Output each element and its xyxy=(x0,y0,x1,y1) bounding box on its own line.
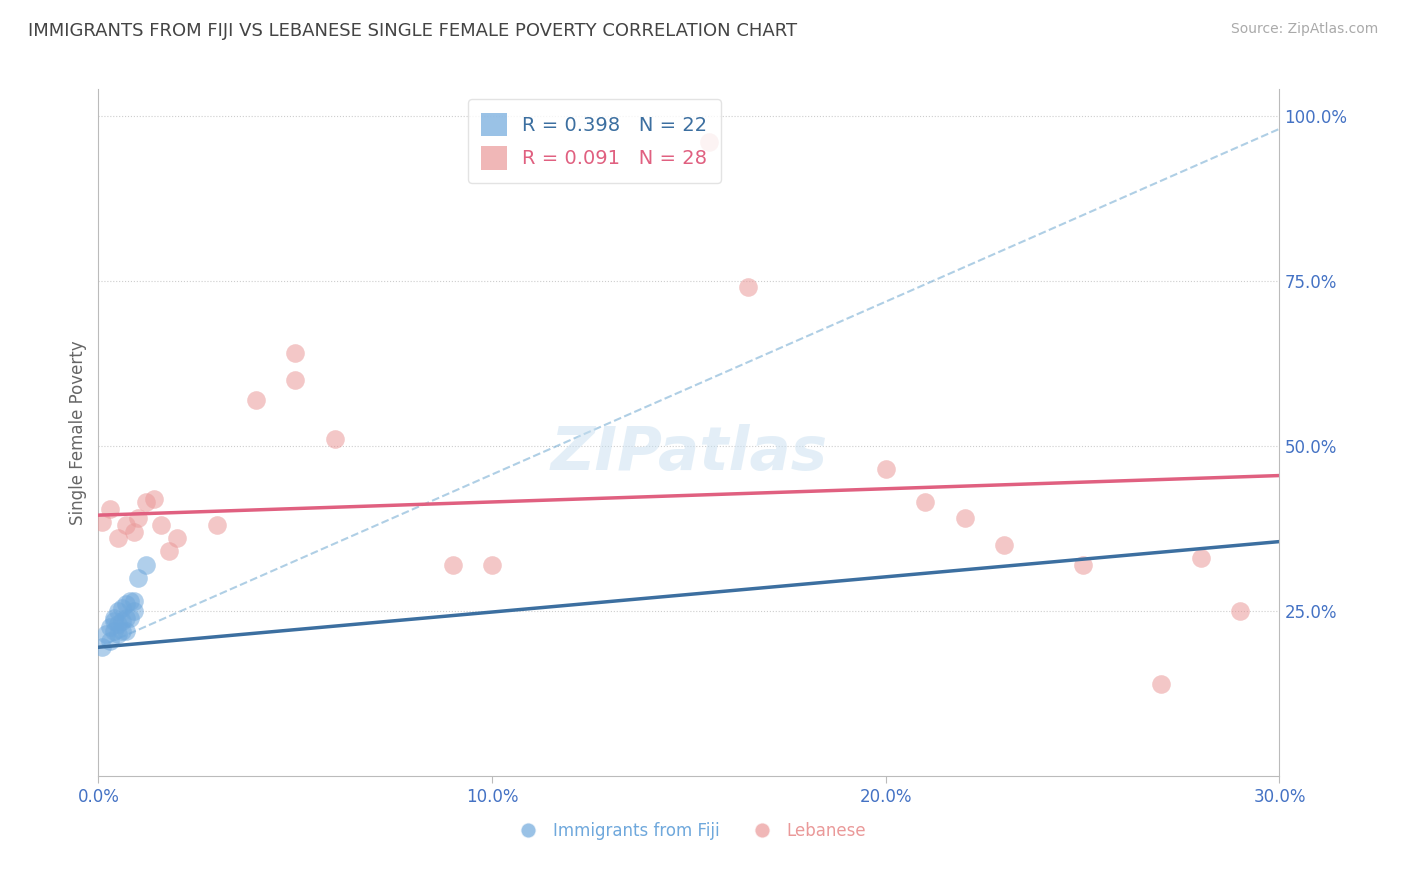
Point xyxy=(107,627,129,641)
Point xyxy=(122,594,145,608)
Point xyxy=(157,544,180,558)
Point xyxy=(284,346,307,360)
Point xyxy=(205,518,228,533)
Point xyxy=(107,617,129,632)
Point xyxy=(1189,551,1212,566)
Point xyxy=(135,558,157,572)
Point xyxy=(481,558,503,572)
Point xyxy=(953,511,976,525)
Text: IMMIGRANTS FROM FIJI VS LEBANESE SINGLE FEMALE POVERTY CORRELATION CHART: IMMIGRANTS FROM FIJI VS LEBANESE SINGLE … xyxy=(28,22,797,40)
Point xyxy=(875,462,897,476)
Point xyxy=(135,495,157,509)
Point xyxy=(103,624,125,638)
Point xyxy=(103,614,125,628)
Point xyxy=(111,614,134,628)
Point xyxy=(323,432,346,446)
Point xyxy=(993,538,1015,552)
Point xyxy=(111,624,134,638)
Text: ZIPatlas: ZIPatlas xyxy=(550,424,828,483)
Point xyxy=(697,135,720,149)
Point xyxy=(115,610,138,624)
Point xyxy=(98,620,121,634)
Point xyxy=(127,571,149,585)
Point xyxy=(115,598,138,612)
Point xyxy=(737,280,759,294)
Y-axis label: Single Female Poverty: Single Female Poverty xyxy=(69,341,87,524)
Point xyxy=(166,531,188,545)
Point xyxy=(111,600,134,615)
Point xyxy=(284,373,307,387)
Point xyxy=(1150,676,1173,690)
Point xyxy=(107,531,129,545)
Point xyxy=(91,515,114,529)
Point xyxy=(115,518,138,533)
Point xyxy=(96,627,118,641)
Point xyxy=(107,604,129,618)
Point xyxy=(914,495,936,509)
Point xyxy=(245,392,267,407)
Point xyxy=(142,491,165,506)
Point xyxy=(127,511,149,525)
Point xyxy=(103,610,125,624)
Point xyxy=(115,624,138,638)
Point xyxy=(118,610,141,624)
Point xyxy=(441,558,464,572)
Point xyxy=(118,594,141,608)
Point xyxy=(1229,604,1251,618)
Point xyxy=(98,633,121,648)
Point xyxy=(122,524,145,539)
Point xyxy=(122,604,145,618)
Point xyxy=(98,501,121,516)
Point xyxy=(150,518,173,533)
Legend: Immigrants from Fiji, Lebanese: Immigrants from Fiji, Lebanese xyxy=(505,815,873,847)
Point xyxy=(1071,558,1094,572)
Text: Source: ZipAtlas.com: Source: ZipAtlas.com xyxy=(1230,22,1378,37)
Point xyxy=(91,640,114,655)
